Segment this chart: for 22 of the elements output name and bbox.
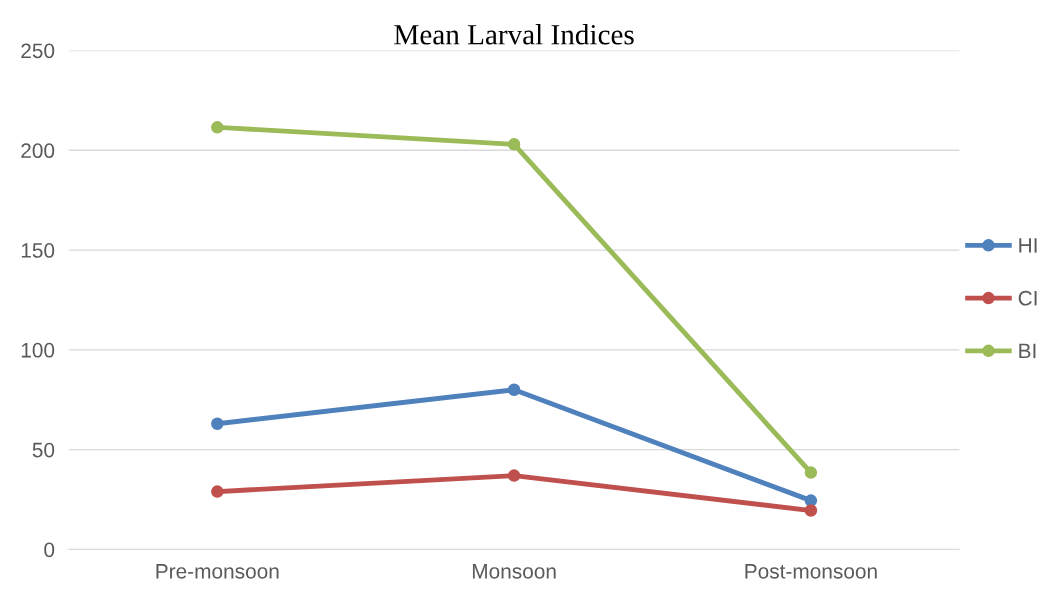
legend-label: HI (1019, 238, 1037, 253)
point (211, 121, 224, 134)
y-tick-label: 0 (44, 542, 55, 558)
point (507, 469, 521, 482)
point (507, 383, 521, 397)
legend-label: BI (1019, 343, 1036, 359)
y-tick-label: 200 (21, 143, 55, 159)
point (804, 466, 818, 479)
y-tick-label: 150 (21, 243, 55, 258)
chart-title: Mean Larval Indices (394, 24, 634, 45)
y-tick-label: 50 (32, 442, 55, 458)
point (804, 504, 818, 517)
point (507, 138, 521, 151)
y-tick-label: 100 (21, 342, 55, 358)
point (211, 485, 224, 498)
x-tick-label: Post-monsoon (745, 564, 877, 579)
legend-label: CI (1018, 290, 1037, 306)
point (211, 417, 224, 430)
point (804, 494, 818, 507)
x-tick-label: Monsoon (472, 564, 556, 579)
x-tick-label: Pre-monsoon (156, 564, 279, 579)
y-tick-label: 250 (21, 43, 55, 59)
